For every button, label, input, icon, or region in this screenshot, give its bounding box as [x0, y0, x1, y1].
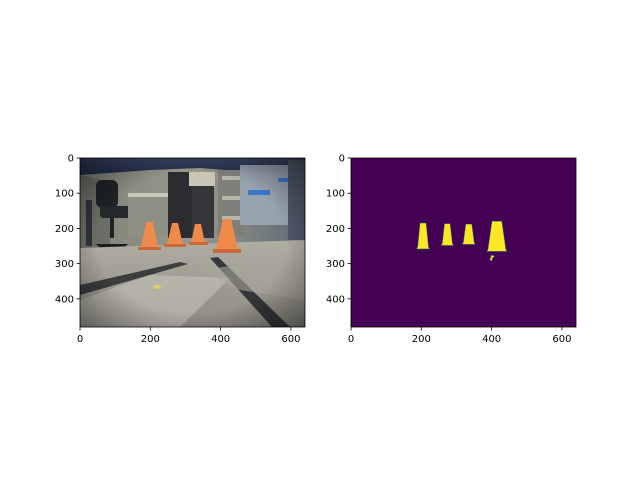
photo-y-tick-label: 300 — [55, 259, 74, 270]
mask-y-tick: 400 — [326, 294, 351, 305]
mask-y-tick: 100 — [326, 189, 351, 200]
mask-y-ticks: 0 100 200 300 400 — [326, 154, 351, 305]
photo-x-tick: 400 — [211, 327, 230, 345]
mask-x-tick: 600 — [552, 327, 571, 345]
photo-axes: 0 200 400 600 0 100 200 300 400 — [55, 154, 306, 345]
mask-x-tick-label: 0 — [348, 334, 354, 345]
photo-x-tick-label: 200 — [141, 334, 160, 345]
mask-cone-region — [486, 221, 508, 252]
mask-y-tick-label: 100 — [326, 189, 345, 200]
mask-y-tick-label: 0 — [339, 154, 345, 165]
photo-y-tick: 100 — [55, 189, 80, 200]
mask-fragment-region — [489, 254, 495, 262]
photo-y-tick-label: 0 — [68, 154, 74, 165]
mask-y-tick-label: 300 — [326, 259, 345, 270]
photo-y-tick: 0 — [68, 154, 80, 165]
mask-y-tick-label: 200 — [326, 224, 345, 235]
mask-x-tick: 0 — [348, 327, 354, 345]
mask-y-tick: 300 — [326, 259, 351, 270]
photo-y-ticks: 0 100 200 300 400 — [55, 154, 80, 305]
mask-x-tick-label: 600 — [552, 334, 571, 345]
mask-x-tick: 200 — [412, 327, 431, 345]
photo-y-tick-label: 200 — [55, 224, 74, 235]
mask-y-tick-label: 400 — [326, 294, 345, 305]
photo-y-tick: 200 — [55, 224, 80, 235]
mask-cone-region — [416, 222, 430, 250]
photo-x-tick: 600 — [281, 327, 300, 345]
mask-x-ticks: 0 200 400 600 — [348, 327, 571, 345]
photo-x-tick: 0 — [77, 327, 83, 345]
photo-x-ticks: 0 200 400 600 — [77, 327, 300, 345]
mask-x-tick-label: 200 — [412, 334, 431, 345]
photo-image — [80, 158, 305, 327]
mask-y-tick: 200 — [326, 224, 351, 235]
photo-x-tick-label: 0 — [77, 334, 83, 345]
photo-y-tick-label: 400 — [55, 294, 74, 305]
mask-frame — [350, 157, 577, 328]
mask-x-tick: 400 — [482, 327, 501, 345]
photo-y-tick-label: 100 — [55, 189, 74, 200]
mask-cone-region — [441, 223, 454, 246]
photo-y-tick: 300 — [55, 259, 80, 270]
photo-x-tick-label: 600 — [281, 334, 300, 345]
photo-x-tick: 200 — [141, 327, 160, 345]
mask-regions — [416, 221, 508, 262]
mask-x-tick-label: 400 — [482, 334, 501, 345]
mask-cone-region — [462, 223, 476, 245]
photo-x-tick-label: 400 — [211, 334, 230, 345]
photo-y-tick: 400 — [55, 294, 80, 305]
mask-axes: 0 200 400 600 0 100 200 300 400 — [326, 154, 577, 345]
mask-y-tick: 0 — [339, 154, 351, 165]
photo-frame — [79, 157, 306, 328]
